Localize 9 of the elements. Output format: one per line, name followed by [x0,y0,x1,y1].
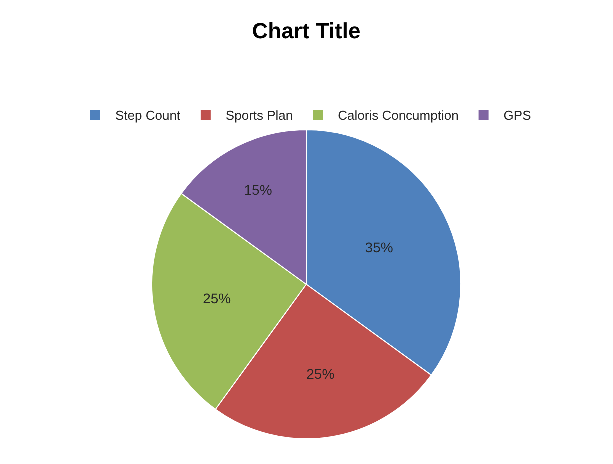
legend-label: Step Count [116,108,181,124]
data-label: 15% [244,182,272,198]
data-label: 25% [306,366,335,382]
data-label: 35% [365,239,394,256]
legend-label: GPS [504,108,532,124]
chart-title: Chart Title [252,18,361,44]
legend-label: Caloris Concumption [338,108,459,124]
data-label: 25% [203,290,232,307]
legend-label: Sports Plan [226,108,294,124]
